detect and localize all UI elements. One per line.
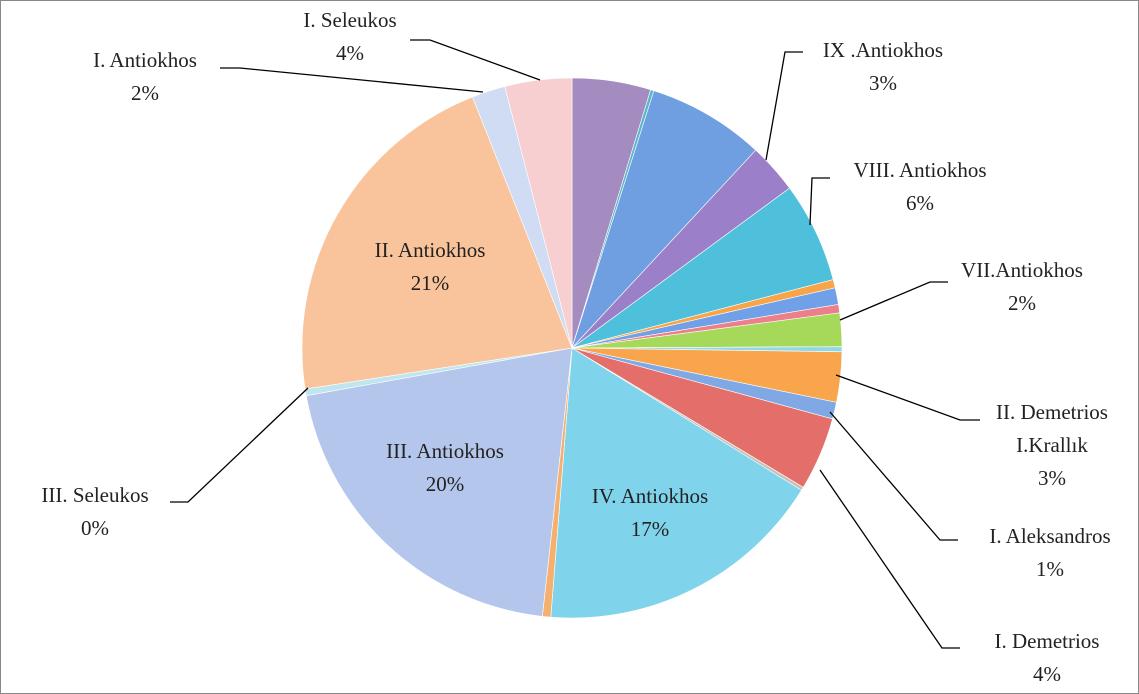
leader-line: [410, 39, 541, 81]
slice-label: I. Antiokhos: [93, 48, 197, 72]
leader-line: [835, 374, 980, 421]
slice-label-line: III. Antiokhos: [386, 439, 504, 463]
slice-value-label: 3%: [1038, 466, 1066, 490]
slice-label: III. Antiokhos: [386, 439, 504, 463]
slice-value-label: 3%: [869, 71, 897, 95]
slice-value-label: 20%: [426, 472, 465, 496]
slice-label: I. Aleksandros: [989, 524, 1110, 548]
slice-label-line: I.Krallık: [1016, 433, 1088, 457]
leader-line: [829, 411, 958, 541]
slice-label: III. Seleukos: [41, 483, 148, 507]
slice-value-label: 17%: [631, 517, 670, 541]
slice-value-label: 1%: [1036, 557, 1064, 581]
pie-slice: [571, 90, 757, 349]
pie-slice: [504, 77, 573, 349]
slice-value-label: 6%: [906, 191, 934, 215]
slice-label: I. Seleukos: [303, 8, 396, 32]
leader-line: [220, 67, 484, 93]
slice-value-label: 2%: [1008, 291, 1036, 315]
slice-label-line: I. Demetrios: [995, 629, 1100, 653]
leader-line: [765, 51, 803, 161]
leader-line: [809, 177, 830, 226]
slice-label-line: IX .Antiokhos: [823, 38, 943, 62]
slice-label: II. Demetrios I.Krallık: [996, 400, 1108, 457]
pie-slice: [305, 347, 573, 617]
slice-label: I. Demetrios: [995, 629, 1100, 653]
slice-value-label: 21%: [411, 271, 450, 295]
leader-line: [170, 387, 309, 503]
slice-label: VIII. Antiokhos: [854, 158, 987, 182]
slice-label: IX .Antiokhos: [823, 38, 943, 62]
slice-value-label: 4%: [336, 41, 364, 65]
slice-label: II. Antiokhos: [375, 238, 486, 262]
pie-slice: [301, 96, 573, 390]
slice-label: IV. Antiokhos: [592, 484, 708, 508]
slice-label-line: II. Antiokhos: [375, 238, 486, 262]
slice-label-line: III. Seleukos: [41, 483, 148, 507]
slice-label-line: I. Seleukos: [303, 8, 396, 32]
slice-label: VII.Antiokhos: [961, 258, 1083, 282]
slice-label-line: I. Antiokhos: [93, 48, 197, 72]
slice-label-line: II. Demetrios: [996, 400, 1108, 424]
leader-line: [839, 281, 948, 321]
pie-slice: [550, 347, 802, 619]
slice-value-label: 2%: [131, 81, 159, 105]
slice-value-label: 0%: [81, 516, 109, 540]
slice-label-line: VII.Antiokhos: [961, 258, 1083, 282]
leader-line: [819, 469, 960, 649]
slice-label-line: I. Aleksandros: [989, 524, 1110, 548]
slice-value-label: 4%: [1033, 662, 1061, 686]
slice-label-line: IV. Antiokhos: [592, 484, 708, 508]
slice-label-line: VIII. Antiokhos: [854, 158, 987, 182]
